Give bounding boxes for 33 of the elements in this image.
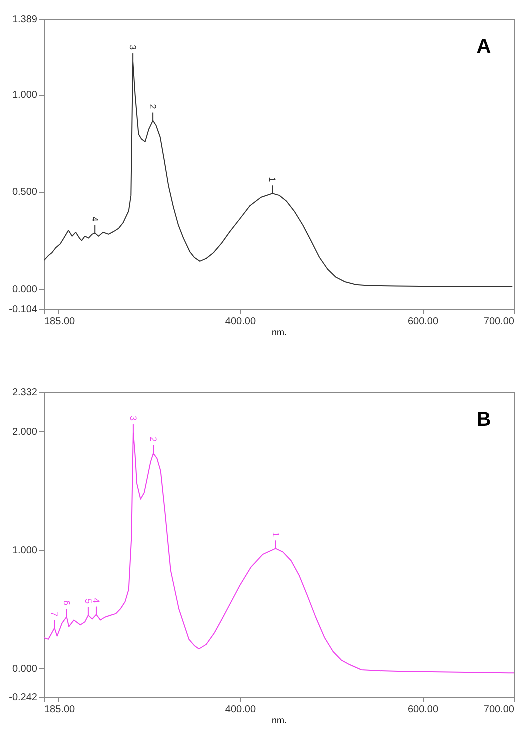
annotation: 3 [128, 45, 138, 50]
y-tick-label: 0.000 [12, 664, 38, 675]
annotation: 4 [91, 598, 102, 604]
x-tick-label: 400.00 [225, 704, 256, 716]
annotation: 6 [62, 600, 72, 606]
annotation: 4 [90, 216, 100, 222]
annotation: 3 [128, 416, 138, 422]
text: A [476, 36, 492, 58]
x-tick-label: 400.00 [225, 316, 256, 328]
x-tick-label: 185.00 [44, 704, 76, 716]
y-tick-label: -0.104 [9, 304, 38, 316]
y-tick-label: 2.332 [12, 388, 38, 398]
x-tick-label: 700.00 [484, 316, 515, 328]
y-tick-label: -0.242 [9, 692, 38, 704]
y-tick-label: 0.500 [12, 187, 38, 198]
x-axis-title: nm. [272, 328, 288, 338]
x-tick-label: 185.00 [44, 316, 76, 328]
x-tick-label: 600.00 [408, 316, 439, 328]
y-tick-label: 0.000 [12, 284, 38, 296]
x-tick-label: 600.00 [408, 704, 439, 716]
annotation: 2 [148, 104, 158, 110]
x-tick-label: 700.00 [484, 704, 515, 716]
annotation: 5 [83, 598, 94, 604]
x-axis-title: nm. [272, 716, 288, 726]
y-tick-label: 1.000 [12, 545, 38, 556]
annotation: 7 [50, 612, 60, 617]
annotation: 1 [268, 177, 278, 182]
annotation: 1 [270, 532, 281, 538]
y-tick-label: 1.000 [12, 90, 38, 102]
text: B [476, 409, 492, 431]
y-tick-label: 2.000 [12, 426, 38, 438]
y-tick-label: 1.389 [12, 14, 38, 26]
annotation: 2 [148, 436, 159, 442]
